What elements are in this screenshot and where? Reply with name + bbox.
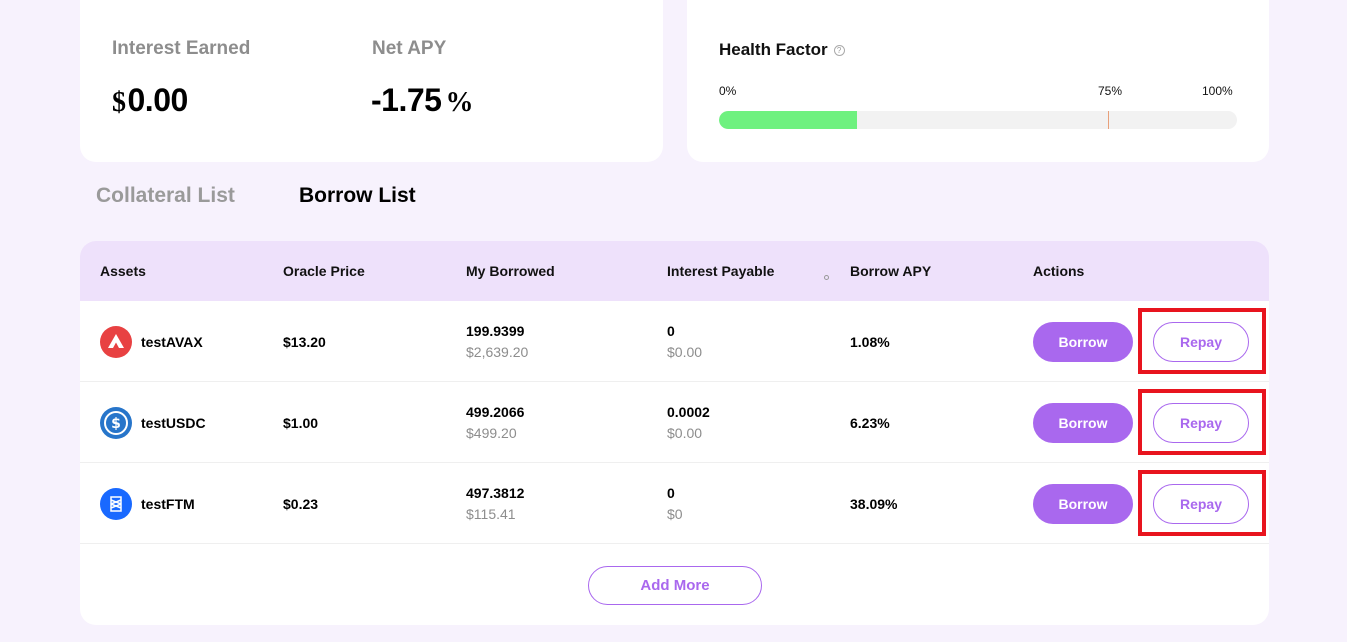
table-row: testAVAX $13.20 199.9399 $2,639.20 0 $0.…	[80, 301, 1269, 382]
interest-amount: 0.0002	[667, 404, 710, 420]
borrow-apy: 38.09%	[850, 496, 898, 512]
health-factor-card: Health Factor? 0% 75% 100%	[687, 0, 1269, 162]
add-more-button[interactable]: Add More	[588, 566, 762, 605]
borrow-table: Assets Oracle Price My Borrowed Interest…	[80, 241, 1269, 625]
column-interest-payable: Interest Payable	[667, 263, 775, 279]
repay-button[interactable]: Repay	[1153, 484, 1249, 524]
repay-button[interactable]: Repay	[1153, 322, 1249, 362]
table-row: testFTM $0.23 497.3812 $115.41 0 $0 38.0…	[80, 463, 1269, 544]
table-row: $ testUSDC $1.00 499.2066 $499.20 0.0002…	[80, 382, 1269, 463]
borrow-button[interactable]: Borrow	[1033, 322, 1133, 362]
tab-collateral-list[interactable]: Collateral List	[96, 184, 235, 207]
oracle-price: $13.20	[283, 334, 326, 350]
health-threshold-marker	[1107, 111, 1109, 129]
asset-name: testUSDC	[141, 415, 206, 431]
interest-usd: $0.00	[667, 344, 703, 360]
usdc-icon: $	[100, 407, 132, 439]
health-factor-title: Health Factor?	[719, 40, 845, 60]
interest-usd: $0.00	[667, 425, 703, 441]
borrowed-usd: $499.20	[466, 425, 517, 441]
health-tick-max: 100%	[1202, 84, 1233, 98]
asset-name: testAVAX	[141, 334, 203, 350]
column-borrow-apy: Borrow APY	[850, 263, 932, 279]
ftm-icon	[100, 488, 132, 520]
borrow-apy: 1.08%	[850, 334, 890, 350]
interest-earned-amount: 0.00	[127, 82, 189, 118]
asset-name: testFTM	[141, 496, 195, 512]
health-tick-min: 0%	[719, 84, 737, 98]
net-apy-label: Net APY	[372, 38, 447, 59]
net-apy-amount: -1.75	[371, 82, 442, 118]
avax-icon	[100, 326, 132, 358]
svg-text:$: $	[111, 416, 121, 432]
repay-button[interactable]: Repay	[1153, 403, 1249, 443]
health-factor-fill	[719, 111, 857, 129]
net-apy-unit: %	[445, 87, 473, 118]
health-factor-bar	[719, 111, 1237, 129]
column-oracle-price: Oracle Price	[283, 263, 365, 279]
interest-earned-currency: $	[112, 87, 126, 118]
borrow-button[interactable]: Borrow	[1033, 484, 1133, 524]
table-header: Assets Oracle Price My Borrowed Interest…	[80, 241, 1269, 301]
borrowed-amount: 499.2066	[466, 404, 525, 420]
column-actions: Actions	[1033, 263, 1085, 279]
column-assets: Assets	[100, 263, 146, 279]
borrowed-amount: 199.9399	[466, 323, 525, 339]
borrow-apy: 6.23%	[850, 415, 890, 431]
sort-icon[interactable]	[824, 275, 829, 280]
interest-usd: $0	[667, 506, 683, 522]
help-icon[interactable]: ?	[833, 45, 845, 57]
stats-card: Interest Earned $0.00 Net APY -1.75%	[80, 0, 663, 162]
oracle-price: $1.00	[283, 415, 319, 431]
interest-earned-value: $0.00	[112, 82, 188, 119]
net-apy-value: -1.75%	[371, 82, 473, 119]
oracle-price: $0.23	[283, 496, 319, 512]
interest-amount: 0	[667, 485, 675, 501]
interest-amount: 0	[667, 323, 675, 339]
health-factor-title-text: Health Factor	[719, 40, 828, 59]
health-tick-mid: 75%	[1098, 84, 1123, 98]
borrow-button[interactable]: Borrow	[1033, 403, 1133, 443]
tab-borrow-list[interactable]: Borrow List	[299, 184, 416, 207]
column-my-borrowed: My Borrowed	[466, 263, 555, 279]
interest-earned-label: Interest Earned	[112, 38, 251, 59]
borrowed-usd: $2,639.20	[466, 344, 529, 360]
borrowed-usd: $115.41	[466, 506, 516, 522]
borrowed-amount: 497.3812	[466, 485, 525, 501]
